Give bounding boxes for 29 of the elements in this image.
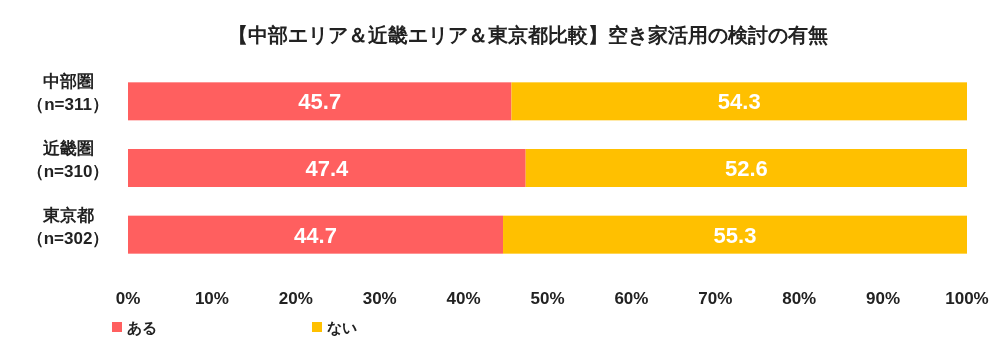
bar xyxy=(525,149,967,187)
y-tick-label: 東京都（n=302） xyxy=(25,204,111,250)
x-tick-label: 10% xyxy=(194,289,229,308)
legend-label: ある xyxy=(127,319,157,336)
data-label: 54.3 xyxy=(717,89,761,115)
x-tick-label: 0% xyxy=(115,289,141,308)
data-label: 45.7 xyxy=(298,89,342,115)
x-tick-label: 20% xyxy=(278,289,313,308)
data-label: 47.4 xyxy=(305,156,350,181)
x-tick-label: 90% xyxy=(866,289,901,308)
y-tick-label: 近畿圏（n=310） xyxy=(25,138,111,183)
bar xyxy=(503,215,967,254)
data-label: 52.6 xyxy=(724,156,768,181)
data-label: 55.3 xyxy=(713,222,757,248)
bar xyxy=(128,82,512,121)
bar xyxy=(511,82,967,121)
x-tick-label: 50% xyxy=(530,289,565,308)
x-tick-label: 70% xyxy=(698,289,733,308)
bar xyxy=(128,149,526,187)
x-tick-label: 60% xyxy=(614,289,649,308)
chart-title: 【中部エリア＆近畿エリア＆東京都比較】空き家活用の検討の有無 xyxy=(227,24,828,46)
y-tick-label: 中部圏（n=311） xyxy=(26,71,110,117)
x-tick-label: 80% xyxy=(782,289,817,308)
data-label: 44.7 xyxy=(294,222,337,248)
x-tick-label: 40% xyxy=(446,289,481,308)
x-tick-label: 30% xyxy=(362,289,397,308)
legend-label: ない xyxy=(327,319,357,336)
x-tick-label: 100% xyxy=(945,289,989,308)
bar xyxy=(128,215,504,254)
